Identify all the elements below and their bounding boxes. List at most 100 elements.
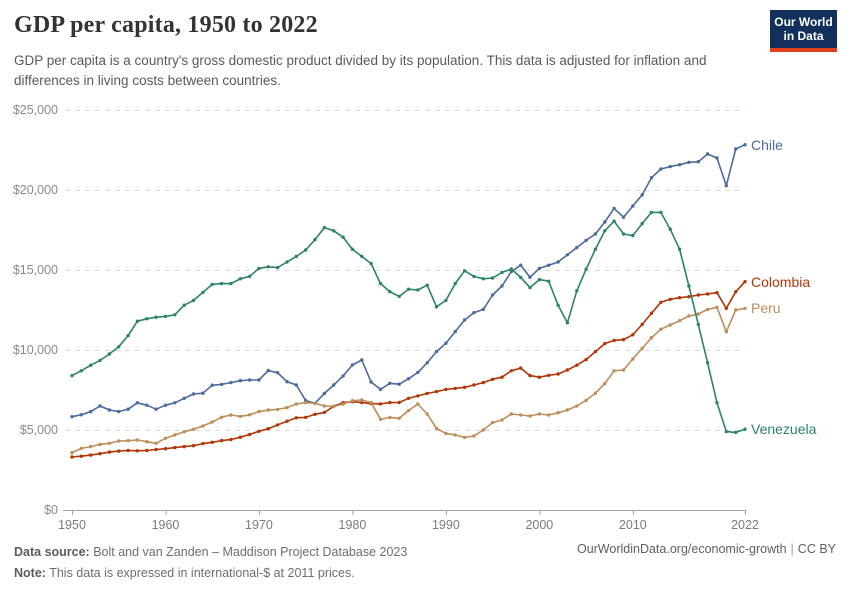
data-point[interactable] (117, 439, 121, 443)
data-point[interactable] (472, 383, 476, 387)
data-point[interactable] (117, 345, 121, 349)
data-point[interactable] (332, 229, 336, 233)
data-point[interactable] (743, 306, 747, 311)
data-point[interactable] (126, 333, 130, 338)
data-point[interactable] (117, 449, 121, 453)
data-point[interactable] (182, 303, 186, 307)
data-point[interactable] (219, 415, 224, 419)
data-point[interactable] (705, 152, 710, 156)
data-point[interactable] (603, 229, 607, 233)
data-point[interactable] (584, 398, 588, 403)
data-point[interactable] (687, 314, 691, 318)
data-point[interactable] (406, 396, 411, 400)
data-point[interactable] (219, 382, 224, 387)
data-point[interactable] (98, 442, 102, 447)
data-point[interactable] (668, 323, 672, 327)
data-point[interactable] (565, 321, 570, 325)
data-point[interactable] (696, 293, 700, 297)
data-point[interactable] (360, 358, 364, 362)
data-point[interactable] (191, 392, 196, 396)
data-point[interactable] (163, 403, 168, 407)
data-point[interactable] (537, 412, 542, 416)
data-point[interactable] (294, 254, 298, 259)
data-point[interactable] (285, 380, 289, 384)
data-point[interactable] (98, 358, 102, 363)
data-point[interactable] (145, 448, 149, 453)
data-point[interactable] (135, 401, 140, 405)
data-point[interactable] (453, 281, 457, 286)
data-point[interactable] (528, 373, 532, 378)
data-point[interactable] (462, 269, 467, 273)
data-point[interactable] (70, 373, 74, 378)
data-point[interactable] (640, 322, 644, 327)
data-point[interactable] (304, 248, 308, 252)
data-point[interactable] (528, 414, 532, 418)
data-point[interactable] (378, 387, 383, 392)
data-point[interactable] (98, 404, 102, 408)
data-point[interactable] (275, 423, 280, 427)
data-point[interactable] (275, 265, 280, 270)
series-path-chile[interactable] (71, 143, 746, 418)
data-point[interactable] (79, 369, 84, 373)
data-point[interactable] (509, 412, 513, 416)
data-point[interactable] (126, 439, 130, 443)
data-point[interactable] (481, 307, 485, 312)
data-point[interactable] (416, 394, 420, 398)
data-point[interactable] (304, 415, 308, 420)
data-point[interactable] (332, 404, 336, 409)
data-point[interactable] (313, 237, 317, 242)
data-point[interactable] (285, 419, 289, 423)
line-chart[interactable] (0, 0, 850, 540)
data-point[interactable] (462, 435, 467, 440)
data-point[interactable] (631, 333, 635, 337)
data-point[interactable] (425, 361, 429, 365)
data-point[interactable] (490, 420, 495, 425)
data-point[interactable] (332, 383, 336, 387)
data-point[interactable] (668, 227, 672, 231)
data-point[interactable] (481, 380, 485, 385)
data-point[interactable] (444, 431, 448, 436)
data-point[interactable] (191, 444, 196, 448)
data-point[interactable] (687, 284, 691, 288)
data-point[interactable] (575, 404, 579, 408)
data-point[interactable] (257, 429, 261, 433)
data-point[interactable] (490, 377, 495, 381)
data-point[interactable] (135, 319, 140, 323)
data-point[interactable] (537, 375, 542, 379)
data-point[interactable] (145, 403, 149, 407)
data-point[interactable] (294, 402, 298, 406)
data-point[interactable] (79, 454, 84, 458)
data-point[interactable] (659, 167, 663, 171)
data-point[interactable] (462, 318, 467, 322)
data-point[interactable] (565, 253, 570, 257)
data-point[interactable] (304, 400, 308, 405)
data-point[interactable] (472, 311, 476, 315)
data-point[interactable] (621, 232, 626, 236)
data-point[interactable] (472, 434, 476, 438)
data-point[interactable] (416, 288, 420, 292)
data-point[interactable] (593, 232, 598, 236)
data-point[interactable] (612, 219, 616, 223)
data-point[interactable] (266, 368, 270, 373)
data-point[interactable] (481, 277, 485, 281)
data-point[interactable] (603, 381, 607, 386)
data-point[interactable] (247, 413, 252, 417)
data-point[interactable] (229, 437, 233, 442)
data-point[interactable] (79, 413, 84, 417)
data-point[interactable] (612, 206, 616, 211)
data-point[interactable] (519, 413, 523, 417)
data-point[interactable] (322, 225, 327, 230)
data-point[interactable] (490, 276, 495, 280)
data-point[interactable] (537, 277, 542, 282)
data-point[interactable] (126, 448, 130, 453)
data-point[interactable] (182, 396, 186, 400)
data-point[interactable] (154, 407, 158, 411)
data-point[interactable] (621, 215, 626, 219)
data-point[interactable] (743, 143, 747, 147)
data-point[interactable] (668, 164, 672, 169)
data-point[interactable] (154, 441, 158, 445)
data-point[interactable] (687, 160, 691, 164)
data-point[interactable] (556, 411, 560, 415)
data-point[interactable] (378, 281, 383, 286)
data-point[interactable] (369, 261, 373, 266)
